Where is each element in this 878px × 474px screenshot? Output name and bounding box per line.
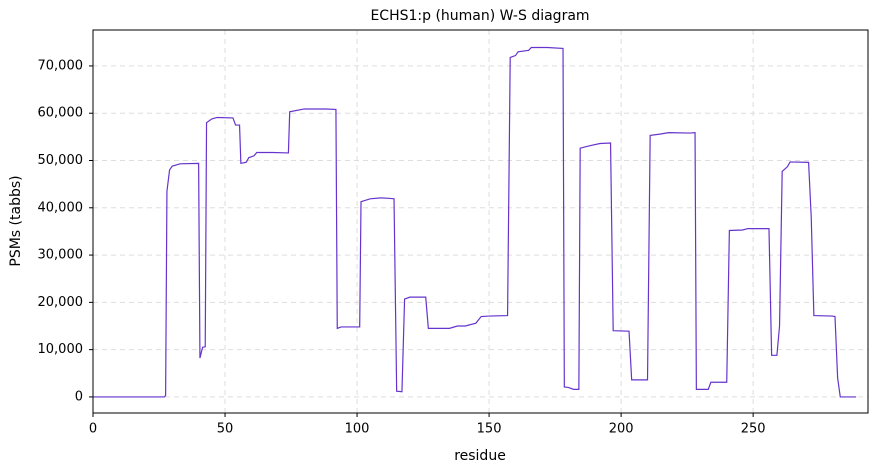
x-tick-label: 0 xyxy=(89,422,97,437)
y-tick-label: 50,000 xyxy=(38,153,84,168)
plot-frame xyxy=(92,29,869,414)
x-tick-label: 250 xyxy=(741,422,766,437)
x-tick-label: 100 xyxy=(345,422,370,437)
x-tick-label: 50 xyxy=(217,422,234,437)
chart-title: ECHS1:p (human) W-S diagram xyxy=(370,8,589,24)
y-tick-label: 0 xyxy=(75,389,83,404)
y-axis-label: PSMs (tabbs) xyxy=(8,175,24,266)
data-line xyxy=(93,46,857,398)
y-tick-label: 10,000 xyxy=(38,342,84,357)
y-tick-label: 60,000 xyxy=(38,106,84,121)
x-axis-label: residue xyxy=(454,448,506,464)
y-tick-label: 40,000 xyxy=(38,200,84,215)
y-tick-label: 30,000 xyxy=(38,248,84,263)
y-tick-label: 70,000 xyxy=(38,58,84,73)
x-tick-label: 150 xyxy=(477,422,502,437)
y-tick-label: 20,000 xyxy=(38,295,84,310)
x-tick-label: 200 xyxy=(609,422,634,437)
